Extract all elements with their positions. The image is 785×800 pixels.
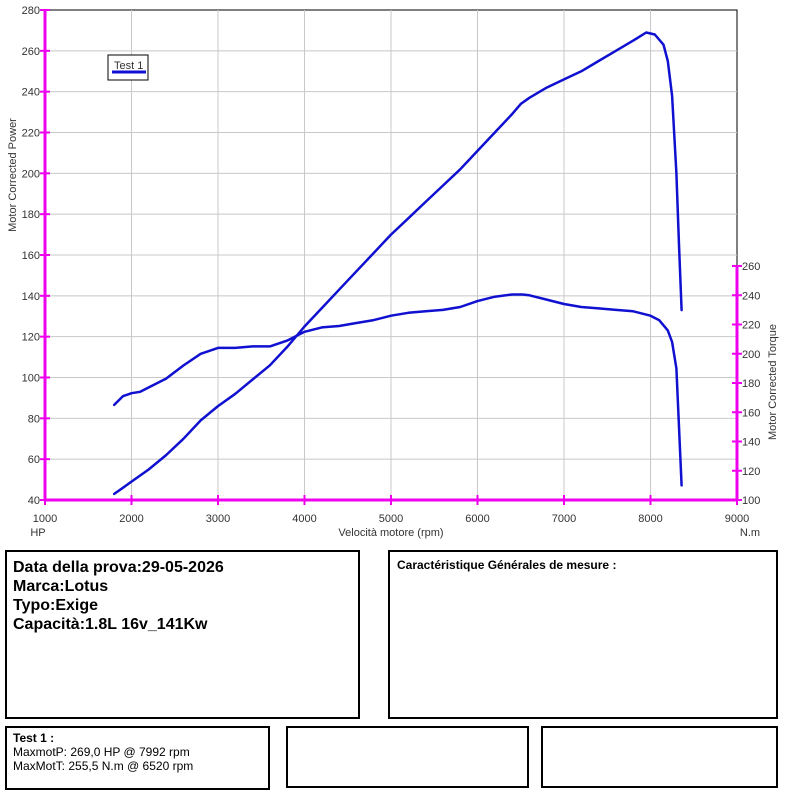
measurement-characteristics-box: Caractéristique Générales de mesure : [388, 550, 778, 719]
left-tick-label: 240 [22, 87, 40, 99]
x-tick-label: 3000 [206, 513, 230, 525]
dyno-chart: 1000 2000 3000 4000 5000 6000 7000 8000 9000 40 60… [7, 5, 779, 539]
test-summary-title: Test 1 : [13, 731, 55, 745]
vehicle-type: Typo:Exige [13, 597, 99, 614]
test-summary-box: Test 1 : MaxmotP: 269,0 HP @ 7992 rpm Ma… [5, 726, 270, 790]
left-tick-label: 60 [28, 454, 40, 466]
right-axis-title: Motor Corrected Torque [767, 324, 779, 440]
empty-box-right [541, 726, 778, 788]
chart-series [112, 31, 683, 496]
chart-axes [40, 9, 742, 505]
empty-box-middle [286, 726, 529, 788]
max-torque-value: MaxMotT: 255,5 N.m @ 6520 rpm [13, 759, 194, 773]
left-axis-unit: HP [30, 527, 45, 539]
x-tick-label: 2000 [119, 513, 143, 525]
x-tick-label: 8000 [638, 513, 662, 525]
chart-grid [44, 9, 738, 501]
left-tick-label: 220 [22, 128, 40, 140]
right-tick-label: 180 [742, 378, 760, 390]
left-tick-label: 280 [22, 5, 40, 17]
left-tick-label: 120 [22, 332, 40, 344]
engine-capacity: Capacità:1.8L 16v_141Kw [13, 616, 208, 633]
chart-labels: 1000 2000 3000 4000 5000 6000 7000 8000 9000 40 60… [7, 5, 779, 539]
right-tick-label: 100 [742, 495, 760, 507]
right-tick-label: 160 [742, 407, 760, 419]
x-tick-label: 5000 [379, 513, 403, 525]
test-date: Data della prova:29-05-2026 [13, 559, 224, 576]
left-tick-label: 180 [22, 209, 40, 221]
series-line-torque [112, 293, 683, 487]
left-tick-label: 80 [28, 413, 40, 425]
series-line-power [112, 31, 683, 496]
right-tick-label: 220 [742, 320, 760, 332]
left-tick-label: 160 [22, 250, 40, 262]
left-tick-label: 40 [28, 495, 40, 507]
right-tick-label: 120 [742, 466, 760, 478]
x-axis-title: Velocità motore (rpm) [338, 527, 443, 539]
left-axis-title: Motor Corrected Power [7, 118, 19, 232]
right-tick-label: 140 [742, 437, 760, 449]
x-tick-label: 6000 [465, 513, 489, 525]
x-tick-label: 1000 [33, 513, 57, 525]
legend-box [107, 54, 149, 81]
legend-label: Test 1 [114, 60, 143, 72]
left-tick-label: 140 [22, 291, 40, 303]
max-power-value: MaxmotP: 269,0 HP @ 7992 rpm [13, 745, 190, 759]
left-tick-label: 100 [22, 373, 40, 385]
right-axis-unit: N.m [740, 527, 760, 539]
measurement-characteristics-title: Caractéristique Générales de mesure : [397, 558, 617, 572]
x-tick-label: 7000 [552, 513, 576, 525]
left-tick-label: 200 [22, 168, 40, 180]
right-tick-label: 240 [742, 290, 760, 302]
left-tick-label: 260 [22, 46, 40, 58]
x-tick-label: 4000 [292, 513, 316, 525]
vehicle-brand: Marca:Lotus [13, 578, 109, 595]
x-tick-label: 9000 [725, 513, 749, 525]
vehicle-info-box: Data della prova:29-05-2026 Marca:Lotus … [5, 550, 360, 719]
right-tick-label: 200 [742, 349, 760, 361]
chart-legend: Test 1 [107, 54, 149, 81]
right-tick-label: 260 [742, 261, 760, 273]
